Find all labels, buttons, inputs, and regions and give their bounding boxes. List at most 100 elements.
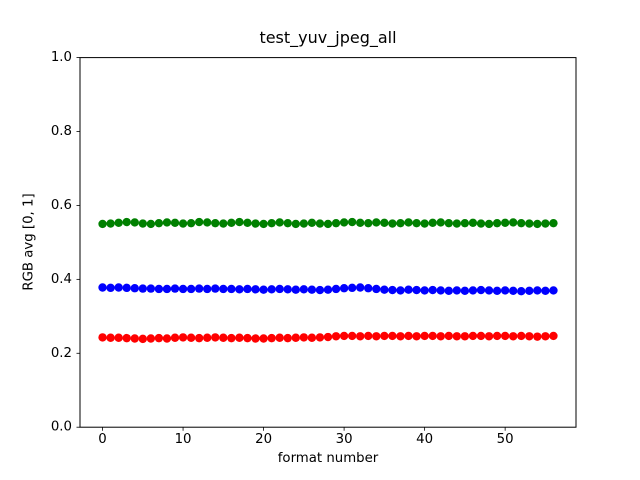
data-point (508, 286, 518, 296)
data-point (484, 219, 494, 229)
data-point (146, 334, 156, 343)
data-point (476, 285, 486, 295)
data-point (315, 285, 325, 295)
data-point (356, 332, 365, 341)
data-point (452, 286, 462, 295)
data-point (307, 285, 317, 294)
data-point (219, 333, 228, 342)
data-point (323, 285, 333, 294)
series-green (98, 217, 558, 229)
chart-title: test_yuv_jpeg_all (259, 28, 397, 47)
y-tick-label: 0.4 (51, 272, 72, 287)
y-tick-label: 0.6 (51, 198, 72, 213)
data-point (428, 331, 437, 341)
data-point (500, 286, 510, 295)
data-point (251, 285, 260, 294)
data-point (299, 285, 309, 294)
data-point (331, 332, 341, 341)
data-point (138, 334, 148, 344)
data-point (412, 285, 421, 295)
data-point (533, 219, 542, 229)
data-point (331, 218, 341, 228)
data-point (541, 332, 550, 341)
data-point (283, 285, 292, 294)
data-point (243, 218, 252, 228)
data-point (372, 284, 381, 294)
data-point (219, 284, 228, 294)
data-point (186, 333, 196, 342)
data-point (444, 218, 453, 228)
data-point (235, 333, 244, 342)
data-point (299, 333, 309, 342)
data-point (194, 284, 204, 293)
data-point (211, 284, 220, 293)
data-point (388, 331, 397, 341)
data-point (130, 284, 139, 293)
x-tick-label: 40 (416, 432, 433, 447)
data-point (380, 285, 389, 294)
data-point (154, 333, 164, 343)
data-point (347, 283, 357, 293)
x-tick-label: 0 (98, 432, 106, 447)
data-point (275, 284, 284, 294)
data-point (194, 217, 204, 227)
data-point (404, 285, 413, 294)
data-point (444, 286, 453, 296)
data-point (203, 218, 212, 227)
data-point (533, 332, 542, 341)
data-point (235, 217, 244, 227)
data-point (106, 333, 115, 342)
data-point (259, 219, 268, 229)
data-point (154, 284, 164, 294)
data-point (404, 331, 413, 341)
data-point (154, 218, 164, 228)
data-point (186, 284, 196, 294)
data-point (380, 331, 389, 341)
axes-box (79, 57, 577, 428)
data-point (396, 286, 405, 295)
data-point (283, 333, 292, 343)
data-point (114, 283, 123, 292)
data-point (476, 219, 486, 228)
data-point (549, 286, 558, 295)
data-point (460, 218, 470, 228)
data-point (235, 285, 244, 294)
data-point (307, 333, 317, 342)
x-tick-label: 10 (175, 432, 192, 447)
data-point (130, 334, 139, 343)
data-point (178, 333, 188, 342)
data-point (500, 331, 510, 341)
data-point (372, 332, 381, 341)
data-point (339, 284, 349, 293)
data-point (508, 332, 518, 341)
data-point (412, 218, 421, 228)
data-point (194, 333, 204, 343)
data-point (356, 218, 365, 228)
data-point (541, 219, 550, 228)
series-blue (98, 283, 558, 296)
data-point (291, 333, 300, 342)
data-point (468, 218, 478, 228)
data-point (460, 286, 470, 296)
data-point (364, 218, 373, 228)
data-point (541, 286, 550, 296)
data-point (138, 284, 148, 293)
data-point (227, 333, 236, 343)
x-tick-label: 20 (255, 432, 272, 447)
data-point (323, 332, 333, 342)
data-point (178, 284, 188, 294)
data-point (162, 218, 172, 227)
data-point (219, 219, 228, 228)
data-point (106, 283, 115, 293)
data-point (492, 286, 502, 296)
data-point (211, 333, 220, 342)
data-point (122, 217, 131, 227)
data-point (331, 284, 341, 294)
data-point (243, 284, 252, 294)
data-point (525, 286, 534, 296)
data-point (428, 285, 437, 295)
data-point (98, 283, 107, 292)
data-point (388, 219, 397, 228)
data-point (468, 286, 478, 295)
data-point (404, 218, 413, 227)
